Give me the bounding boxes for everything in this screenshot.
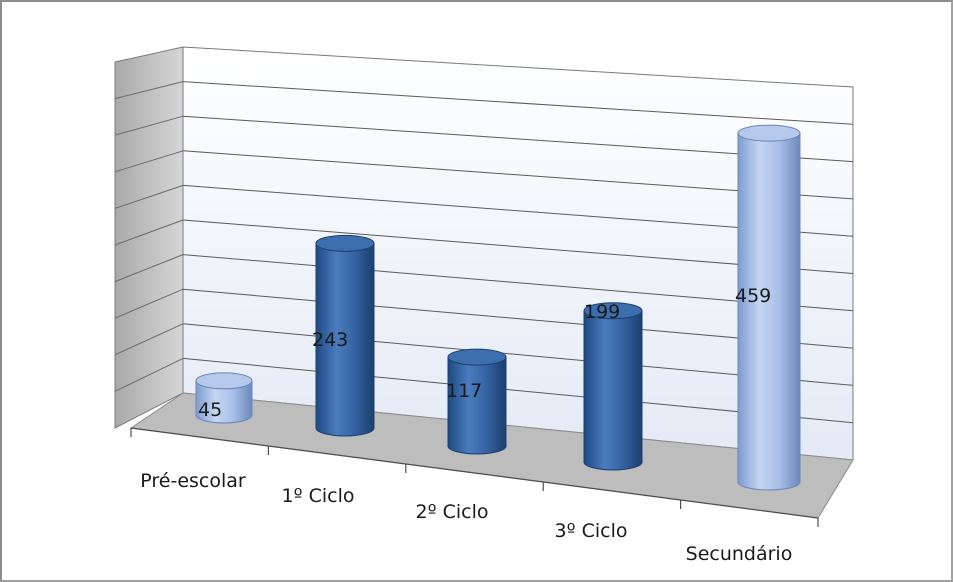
data-label: 117 — [446, 380, 482, 402]
data-label: 45 — [198, 399, 222, 421]
bar-cylinder — [195, 372, 253, 424]
bar-body — [583, 310, 643, 471]
bar-top — [195, 372, 253, 390]
category-label: Secundário — [686, 543, 793, 565]
x-axis-line — [130, 427, 819, 519]
side-gridline — [114, 184, 184, 209]
bar-body — [195, 380, 253, 424]
category-label: 2º Ciclo — [416, 501, 489, 523]
bar-body — [447, 356, 507, 455]
side-gridline — [114, 150, 184, 173]
side-gridline — [114, 115, 184, 136]
bar-cylinder — [315, 234, 375, 437]
side-gridline — [114, 323, 184, 356]
bar-cylinder — [447, 348, 507, 455]
side-gridline — [114, 81, 184, 100]
bars — [195, 124, 801, 491]
side-wall — [114, 46, 184, 429]
bar-top — [737, 124, 801, 142]
category-label: 3º Ciclo — [555, 520, 628, 542]
data-label: 199 — [584, 301, 620, 323]
side-gridline — [114, 254, 184, 283]
bar-cylinder — [583, 302, 643, 471]
bar-top — [447, 348, 507, 366]
data-labels: 45 243 117 199 459 — [198, 285, 771, 421]
bar-top — [315, 234, 375, 252]
category-labels: Pré-escolar 1º Ciclo 2º Ciclo 3º Ciclo Secun… — [140, 470, 792, 565]
data-label: 243 — [312, 329, 348, 351]
gridline — [182, 81, 854, 125]
side-gridline — [114, 357, 184, 392]
bar-body — [737, 132, 801, 491]
category-label: Pré-escolar — [140, 470, 246, 492]
bar-top — [583, 302, 643, 320]
category-label: 1º Ciclo — [282, 485, 355, 507]
x-axis — [130, 427, 819, 527]
bar-cylinder — [737, 124, 801, 491]
bar-body — [315, 242, 375, 437]
side-gridline — [114, 288, 184, 319]
side-gridline — [114, 219, 184, 246]
data-label: 459 — [735, 285, 771, 307]
